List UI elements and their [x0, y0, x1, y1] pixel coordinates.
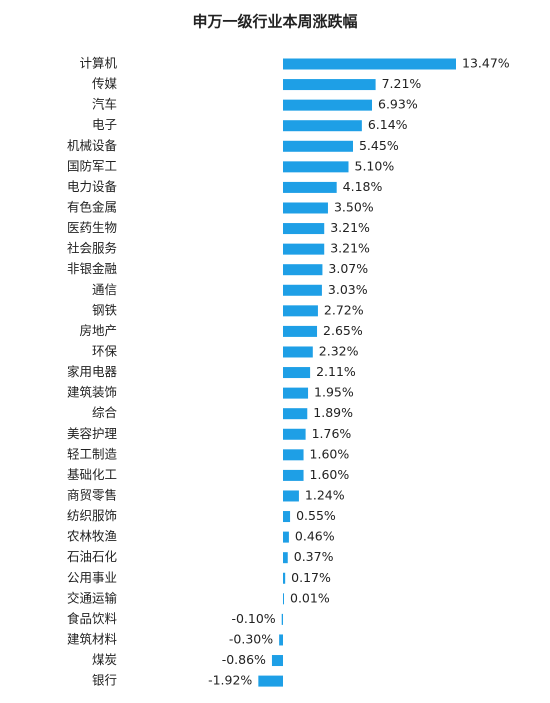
category-label: 通信	[92, 282, 117, 297]
bar	[258, 675, 283, 687]
category-label: 社会服务	[67, 241, 117, 256]
category-label: 医药生物	[67, 220, 117, 235]
value-label: 5.45%	[359, 138, 399, 153]
category-label: 房地产	[79, 323, 117, 338]
bar	[283, 79, 376, 91]
bar	[283, 449, 304, 461]
bar	[283, 387, 309, 399]
value-label: 13.47%	[462, 56, 510, 71]
category-label: 石油石化	[67, 549, 118, 564]
value-label: 0.01%	[290, 590, 330, 605]
bar	[283, 511, 291, 523]
bar	[283, 120, 362, 132]
value-label: -1.92%	[208, 673, 252, 688]
bar	[283, 223, 325, 235]
bar	[281, 613, 283, 625]
category-label: 汽车	[92, 97, 117, 112]
category-label: 商贸零售	[67, 487, 117, 502]
bar	[283, 367, 311, 379]
bar	[271, 655, 283, 667]
value-label: 0.37%	[294, 549, 334, 564]
value-label: 2.32%	[319, 343, 359, 358]
bar	[283, 593, 284, 605]
value-label: 3.03%	[328, 282, 368, 297]
category-label: 轻工制造	[67, 446, 118, 461]
value-label: 7.21%	[382, 76, 422, 91]
category-label: 公用事业	[67, 570, 117, 585]
category-label: 钢铁	[92, 302, 118, 317]
bar	[283, 284, 322, 296]
category-label: 有色金属	[67, 199, 117, 214]
category-label: 银行	[92, 673, 117, 688]
bar	[283, 572, 286, 584]
bar	[279, 634, 283, 646]
value-label: -0.10%	[231, 611, 275, 626]
value-label: 6.93%	[378, 97, 418, 112]
value-label: 1.60%	[310, 467, 350, 482]
value-label: 3.21%	[330, 220, 370, 235]
value-label: -0.86%	[222, 652, 266, 667]
bar	[283, 325, 318, 337]
category-label: 计算机	[79, 56, 117, 71]
category-label: 非银金融	[67, 261, 118, 276]
bar	[283, 140, 353, 152]
bar	[283, 469, 304, 481]
bar	[283, 428, 306, 440]
category-label: 国防军工	[67, 158, 117, 173]
bar	[283, 181, 337, 193]
value-label: 6.14%	[368, 117, 408, 132]
bar	[283, 552, 288, 564]
category-label: 电力设备	[67, 179, 118, 194]
bar	[283, 531, 289, 543]
bar	[283, 58, 456, 70]
value-label: 2.65%	[323, 323, 363, 338]
value-label: 3.21%	[330, 241, 370, 256]
value-label: 4.18%	[343, 179, 383, 194]
value-label: 1.60%	[310, 446, 350, 461]
value-label: -0.30%	[229, 631, 273, 646]
bar	[283, 490, 299, 502]
value-label: 3.07%	[328, 261, 368, 276]
value-label: 0.17%	[291, 570, 331, 585]
value-label: 2.72%	[324, 302, 364, 317]
value-label: 1.89%	[313, 405, 353, 420]
value-label: 1.95%	[314, 385, 354, 400]
category-label: 建筑装饰	[67, 385, 117, 400]
category-label: 机械设备	[67, 138, 118, 153]
category-label: 综合	[92, 405, 118, 420]
value-label: 5.10%	[355, 158, 395, 173]
bar	[283, 202, 328, 214]
bar	[283, 161, 349, 173]
category-label: 食品饮料	[67, 611, 118, 626]
bar	[283, 346, 313, 358]
category-label: 纺织服饰	[67, 508, 117, 523]
value-label: 1.76%	[312, 426, 352, 441]
bar	[283, 305, 318, 317]
chart-title: 申万一级行业本周涨跌幅	[192, 13, 357, 31]
category-label: 建筑材料	[67, 631, 118, 646]
category-label: 基础化工	[67, 467, 117, 482]
value-label: 0.46%	[295, 529, 335, 544]
bar	[283, 243, 325, 255]
category-label: 电子	[92, 117, 117, 132]
bar	[283, 99, 373, 111]
category-label: 农林牧渔	[67, 529, 117, 544]
category-label: 家用电器	[67, 364, 118, 379]
category-label: 交通运输	[67, 590, 118, 605]
category-label: 煤炭	[92, 652, 117, 667]
value-label: 1.24%	[305, 487, 345, 502]
bar	[283, 264, 323, 276]
value-label: 0.55%	[296, 508, 336, 523]
bar	[283, 408, 308, 420]
category-label: 美容护理	[67, 426, 118, 441]
category-label: 环保	[92, 343, 118, 358]
value-label: 2.11%	[316, 364, 356, 379]
value-label: 3.50%	[334, 199, 374, 214]
category-label: 传媒	[92, 76, 118, 91]
